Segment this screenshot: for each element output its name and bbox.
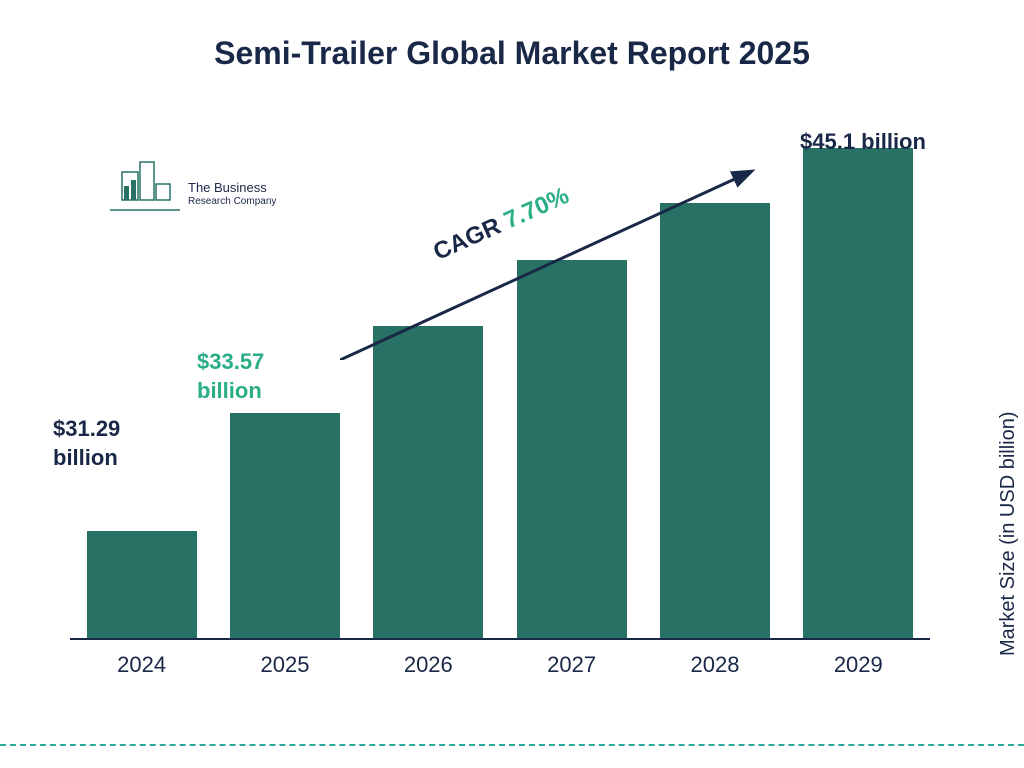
bar-2027: [517, 260, 627, 638]
x-label-2026: 2026: [373, 652, 483, 678]
x-label-2025: 2025: [230, 652, 340, 678]
bar-label-2024: $31.29 billion: [53, 415, 183, 472]
chart-title: Semi-Trailer Global Market Report 2025: [0, 0, 1024, 72]
bar-2029: [803, 148, 913, 638]
bar-2026: [373, 326, 483, 638]
bar-label-2029: $45.1 billion: [800, 128, 980, 157]
x-axis-labels: 2024 2025 2026 2027 2028 2029: [70, 652, 930, 678]
bar-2028: [660, 203, 770, 638]
x-label-2024: 2024: [87, 652, 197, 678]
x-label-2027: 2027: [517, 652, 627, 678]
x-label-2029: 2029: [803, 652, 913, 678]
bottom-dashed-line: [0, 744, 1024, 746]
x-label-2028: 2028: [660, 652, 770, 678]
bar-2024: [87, 531, 197, 638]
bar-label-2025: $33.57 billion: [197, 348, 327, 405]
y-axis-label: Market Size (in USD billion): [998, 412, 1021, 657]
bar-2025: [230, 413, 340, 638]
